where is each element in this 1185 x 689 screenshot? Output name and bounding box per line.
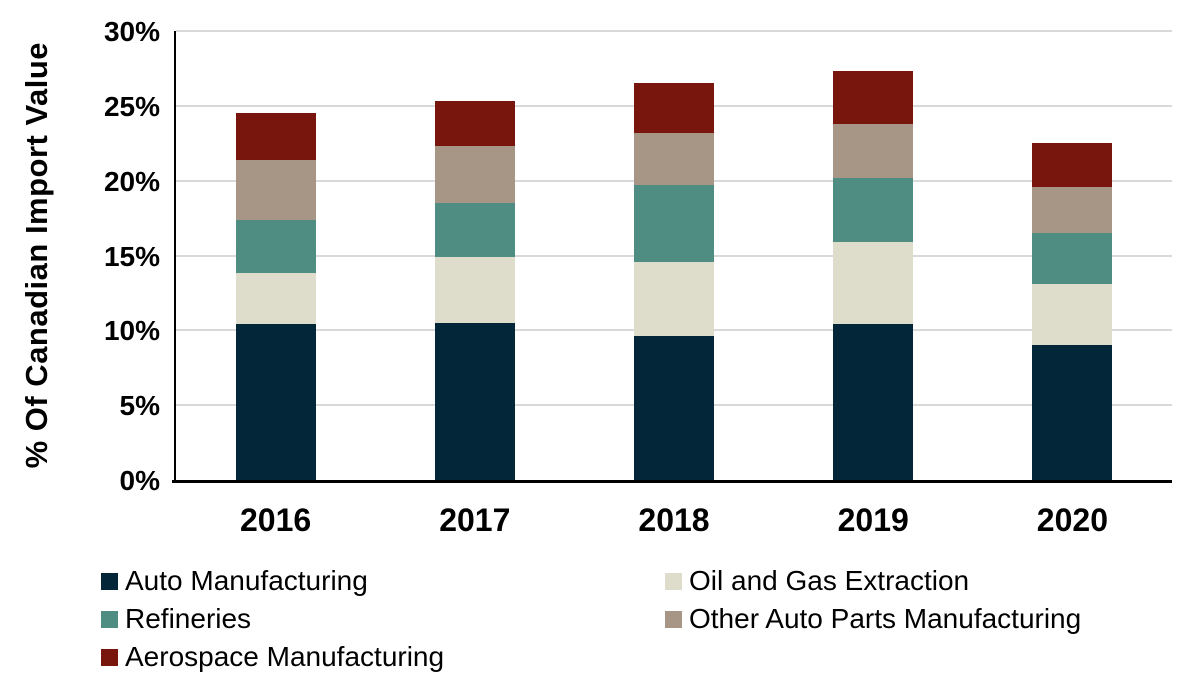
legend-swatch-icon xyxy=(101,572,118,590)
x-axis-line xyxy=(172,480,1172,483)
bar-segment xyxy=(1032,233,1113,284)
bar-segment xyxy=(1032,143,1113,187)
x-axis-label-2017: 2017 xyxy=(439,502,511,538)
bar-segment xyxy=(434,322,515,480)
bar-segment xyxy=(634,83,714,133)
legend-label: Auto Manufacturing xyxy=(125,565,368,596)
bar-segment xyxy=(634,185,714,262)
bar-2017 xyxy=(434,101,515,480)
legend-item: Auto Manufacturing xyxy=(101,565,665,597)
legend-swatch-icon xyxy=(665,610,682,628)
plot-area xyxy=(172,30,1172,483)
bar-2016 xyxy=(235,113,316,480)
bar-segment xyxy=(434,203,515,257)
bar-segment xyxy=(634,261,714,337)
x-axis-label-2019: 2019 xyxy=(837,502,909,538)
y-tick-label: 15% xyxy=(103,240,160,272)
bar-2019 xyxy=(833,71,914,480)
legend-swatch-icon xyxy=(101,648,118,666)
bar-segment xyxy=(235,273,316,325)
bar-segment xyxy=(235,113,316,160)
bar-segment xyxy=(833,123,914,178)
bar-segment xyxy=(833,324,914,480)
legend-label: Oil and Gas Extraction xyxy=(689,565,970,596)
bar-segment xyxy=(235,219,316,274)
y-tick-label: 0% xyxy=(119,465,160,496)
legend-item: Refineries xyxy=(101,603,665,635)
bar-segment xyxy=(1032,345,1113,480)
legend-swatch-icon xyxy=(101,610,118,628)
bar-segment xyxy=(434,101,515,147)
bar-segment xyxy=(434,257,515,323)
y-tick-label: 20% xyxy=(103,165,160,197)
legend-label: Aerospace Manufacturing xyxy=(125,641,445,672)
bar-segment xyxy=(833,71,914,124)
bar-segment xyxy=(434,146,515,204)
bar-2020 xyxy=(1032,143,1113,480)
chart-legend: Auto Manufacturing Oil and Gas Extraction… xyxy=(101,562,1081,676)
bar-segment xyxy=(1032,186,1113,234)
legend-item: Oil and Gas Extraction xyxy=(665,565,1081,597)
y-tick-label: 30% xyxy=(103,16,160,47)
x-axis-label-2018: 2018 xyxy=(638,502,710,538)
legend-swatch-icon xyxy=(665,572,682,590)
x-axis-label-2020: 2020 xyxy=(1036,502,1108,538)
y-tick-label: 5% xyxy=(119,390,160,422)
x-axis-label-2016: 2016 xyxy=(240,502,312,538)
y-tick-label: 25% xyxy=(103,90,160,122)
bar-segment xyxy=(235,324,316,480)
y-axis-line xyxy=(174,31,176,480)
gridline-30pct xyxy=(176,30,1172,32)
bar-segment xyxy=(235,159,316,220)
bar-segment xyxy=(833,242,914,325)
bar-segment xyxy=(634,132,714,186)
bar-2018 xyxy=(634,83,714,480)
legend-label: Refineries xyxy=(125,603,252,634)
legend-label: Other Auto Parts Manufacturing xyxy=(689,603,1082,634)
legend-item: Aerospace Manufacturing xyxy=(101,641,665,673)
legend-item: Other Auto Parts Manufacturing xyxy=(665,603,1081,635)
y-tick-label: 10% xyxy=(103,315,160,347)
bar-segment xyxy=(634,336,714,480)
bar-segment xyxy=(1032,283,1113,346)
bar-segment xyxy=(833,177,914,243)
